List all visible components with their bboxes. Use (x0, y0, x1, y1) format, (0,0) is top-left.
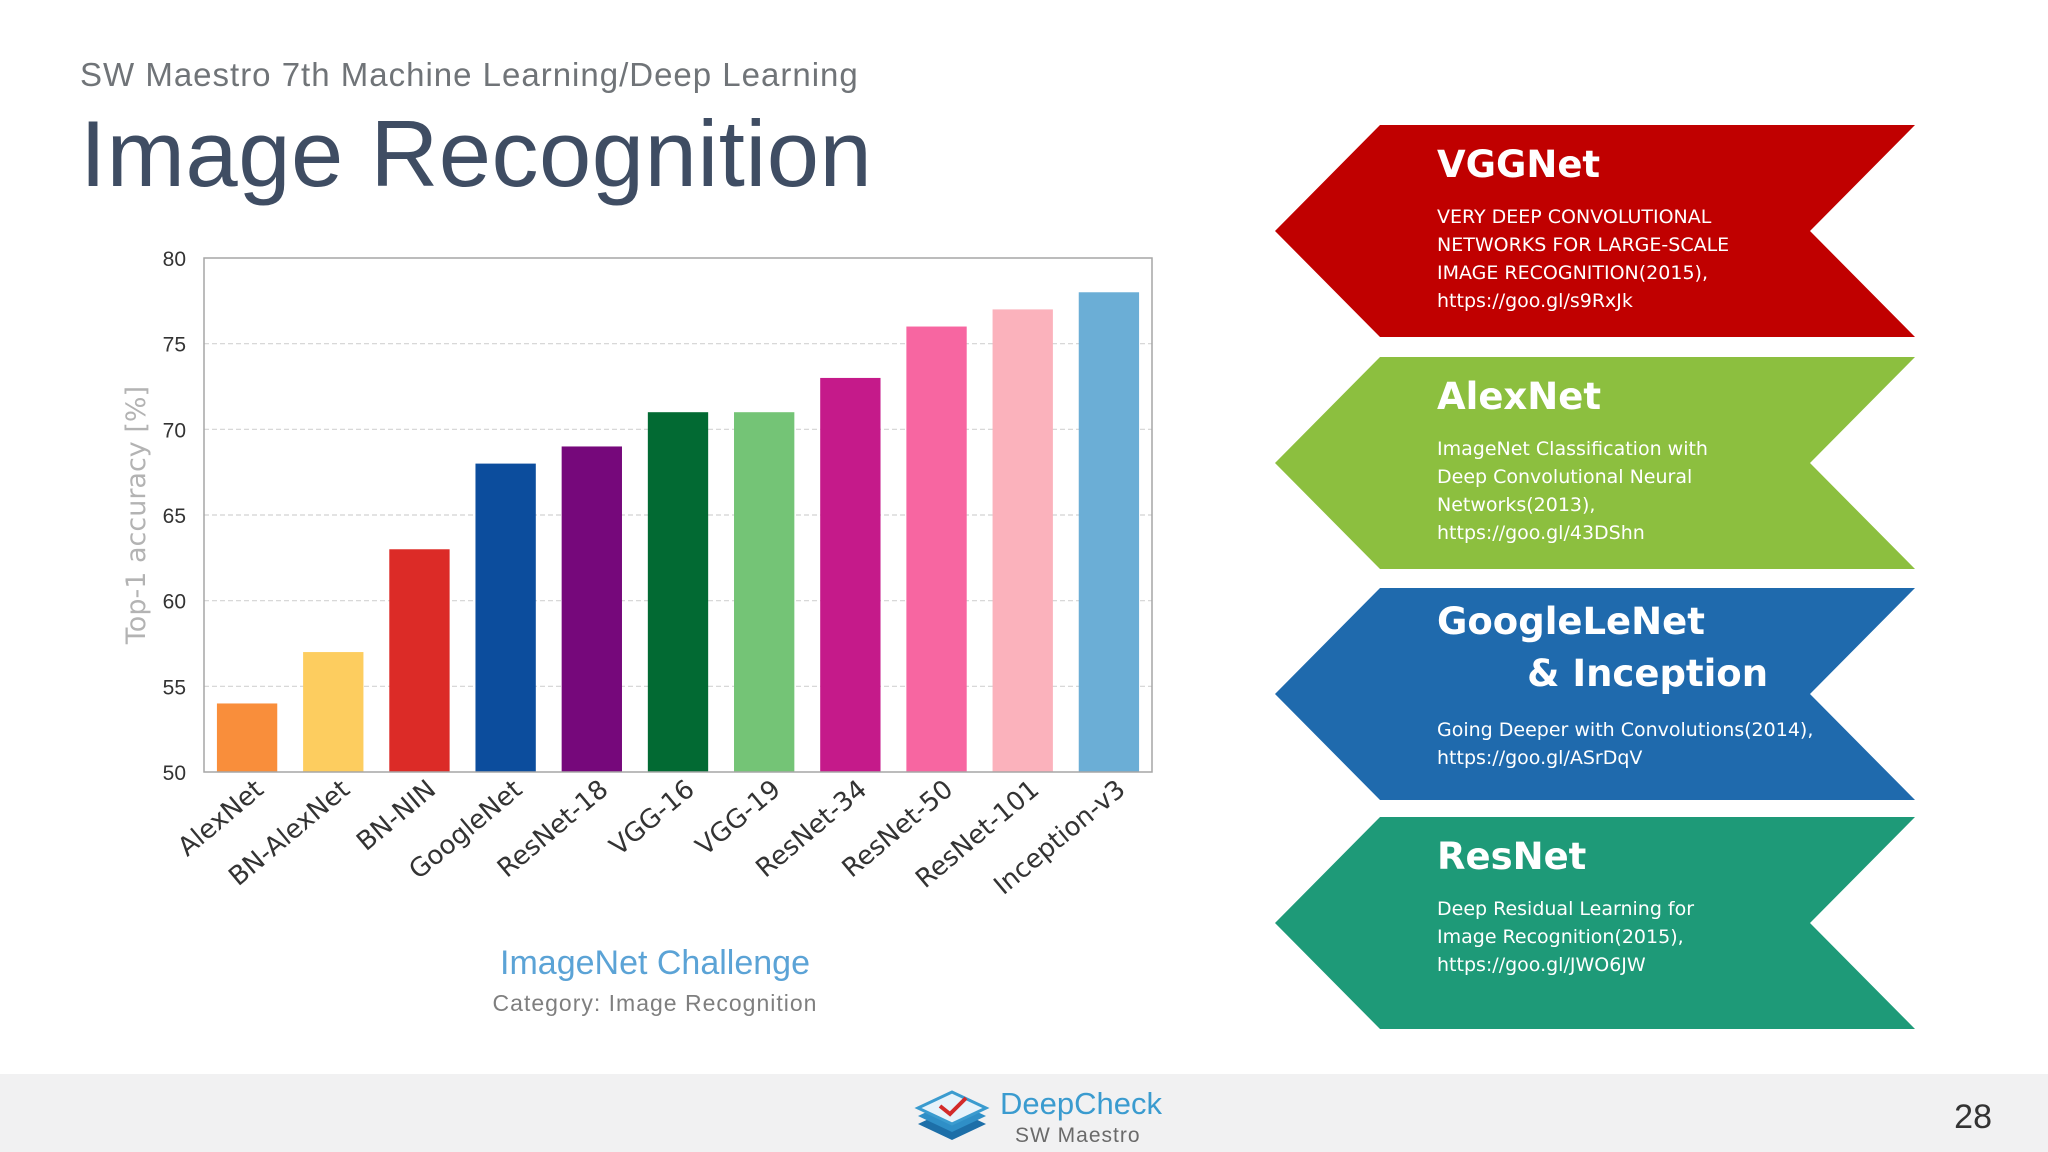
logo-name: DeepCheck (1000, 1086, 1162, 1121)
banner-resnet-title: ResNet (1437, 835, 1587, 878)
page-number: 28 (1954, 1098, 1992, 1136)
banner-googlenet-description: Going Deeper with Convolutions(2014), ht… (1437, 719, 1814, 769)
banner-resnet: ResNet Deep Residual Learning for Image … (1275, 817, 1915, 1029)
banner-googlenet-title: GoogleLeNet & Inception (1437, 600, 1769, 695)
bar-bn-alexnet (303, 652, 364, 772)
bar-resnet-34 (820, 377, 881, 772)
y-tick-label: 70 (163, 419, 186, 442)
chart-title: ImageNet Challenge (500, 944, 810, 982)
banner-vggnet-description: VERY DEEP CONVOLUTIONAL NETWORKS FOR LAR… (1437, 206, 1730, 312)
bar-resnet-50 (906, 326, 967, 772)
y-tick-label: 80 (163, 248, 186, 271)
bar-googlenet (475, 463, 536, 772)
y-tick-label: 65 (163, 505, 186, 528)
banner-googlenet: GoogleLeNet & Inception Going Deeper wit… (1275, 588, 1915, 800)
footer-bar (0, 1074, 2048, 1152)
y-tick-label: 60 (163, 591, 186, 614)
chart-caption: Category: Image Recognition (492, 990, 818, 1016)
x-tick-label: VGG-16 (604, 774, 700, 862)
logo-subtitle: SW Maestro (1015, 1124, 1141, 1147)
banner-vggnet-title: VGGNet (1437, 143, 1601, 186)
bar-vgg-16 (647, 412, 709, 772)
y-tick-label: 55 (163, 676, 186, 699)
deepcheck-logo-icon (914, 1090, 990, 1140)
y-tick-label: 50 (163, 762, 186, 785)
y-axis-label: Top-1 accuracy [%] (121, 386, 152, 645)
banner-resnet-description: Deep Residual Learning for Image Recogni… (1437, 898, 1695, 976)
bar-resnet-101 (992, 309, 1053, 772)
y-tick-label: 75 (163, 334, 186, 357)
banner-alexnet-title: AlexNet (1437, 375, 1602, 418)
banner-vggnet: VGGNet VERY DEEP CONVOLUTIONAL NETWORKS … (1275, 125, 1915, 337)
bar-vgg-19 (734, 412, 795, 772)
slide-subtitle: SW Maestro 7th Machine Learning/Deep Lea… (80, 56, 859, 93)
slide-title: Image Recognition (80, 101, 873, 206)
banner-alexnet: AlexNet ImageNet Classification with Dee… (1275, 357, 1915, 569)
bar-inception-v3 (1078, 292, 1140, 772)
plot-frame (203, 257, 1153, 773)
bar-alexnet (216, 703, 278, 772)
bar-bn-nin (389, 549, 450, 772)
banner-alexnet-description: ImageNet Classification with Deep Convol… (1437, 438, 1708, 544)
bar-resnet-18 (561, 446, 622, 772)
